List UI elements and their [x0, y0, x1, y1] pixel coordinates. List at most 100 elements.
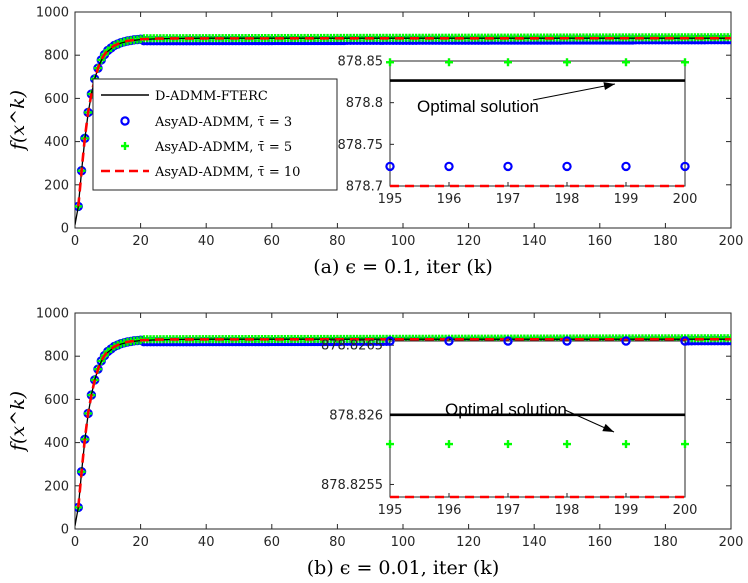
y-tick-label: 800: [44, 49, 69, 64]
legend-entry: D-ADMM-FTERC: [155, 89, 268, 104]
x-tick-label: 180: [653, 234, 678, 249]
inset-x-tick-label: 198: [555, 192, 580, 207]
x-tick-label: 200: [719, 234, 744, 249]
inset-y-tick-label: 878.7: [346, 180, 383, 195]
annotation-text: Optimal solution: [445, 400, 567, 419]
y-tick-label: 200: [44, 479, 69, 494]
inset-x-tick-label: 199: [614, 503, 639, 518]
y-tick-label: 0: [61, 523, 69, 538]
inset-marker-tau5: [386, 440, 394, 449]
x-tick-label: 160: [587, 234, 612, 249]
x-axis-caption: (b) ϵ = 0.01, iter (k): [307, 557, 499, 579]
x-tick-label: 80: [329, 535, 346, 550]
inset-marker-tau5: [504, 58, 512, 67]
annotation-arrow-shaft: [532, 83, 616, 101]
inset-area: [389, 340, 686, 498]
inset-marker-tau5: [622, 58, 630, 67]
y-axis-label: f(x^k): [7, 391, 29, 453]
x-tick-label: 180: [653, 535, 678, 550]
inset-marker-tau3: [621, 161, 631, 172]
inset-plot: 195 196 197 198 199 200 878.8255 878.826 878.826…: [321, 336, 698, 518]
y-tick-label: 600: [44, 393, 69, 408]
y-tick-label: 400: [44, 436, 69, 451]
x-tick-label: 80: [329, 234, 346, 249]
x-tick-label: 60: [264, 234, 281, 249]
x-tick-label: 120: [456, 234, 481, 249]
inset-x-tick-label: 197: [496, 192, 521, 207]
legend-entry: AsyAD-ADMM, τ̄ = 3: [154, 115, 292, 130]
legend-swatch-tau3: [120, 116, 130, 126]
annotation-arrow-head: [602, 423, 614, 432]
inset-marker-tau5: [563, 58, 571, 67]
inset-marker-tau5: [622, 440, 630, 449]
inset-marker-tau3: [385, 336, 395, 346]
inset-y-tick-label: 878.8: [346, 96, 383, 111]
x-tick-label: 0: [71, 535, 79, 550]
inset-y-tick-label: 878.826: [329, 408, 383, 423]
inset-plot: 195 196 197 198 199 200 878.7 878.75 878.8 878.85…: [338, 55, 698, 208]
inset-x-tick-label: 196: [437, 503, 462, 518]
x-tick-label: 0: [71, 234, 79, 249]
x-tick-label: 60: [264, 535, 281, 550]
series-tau10-line: [77, 36, 731, 207]
inset-marker-tau3: [503, 161, 513, 172]
x-axis-caption: (a) ϵ = 0.1, iter (k): [313, 256, 493, 278]
series-tau10-line: [77, 337, 731, 508]
x-tick-label: 140: [522, 535, 547, 550]
inset-marker-tau5: [386, 58, 394, 67]
y-tick-label: 200: [44, 178, 69, 193]
annotation-arrow-head: [603, 82, 615, 91]
inset-y-tick-label: 878.85: [338, 55, 384, 70]
inset-x-tick-label: 200: [673, 503, 698, 518]
inset-marker-tau5: [504, 440, 512, 449]
series-group: [75, 33, 731, 225]
y-tick-label: 1000: [36, 307, 69, 322]
y-tick-label: 1000: [36, 6, 69, 21]
x-tick-label: 200: [719, 535, 744, 550]
inset-marker-tau5: [563, 440, 571, 449]
inset-y-tick-label: 878.8265: [321, 339, 383, 354]
y-tick-label: 800: [44, 350, 69, 365]
inset-x-tick-label: 199: [614, 192, 639, 207]
chart-panel-b: 0 20 40 60 80 100 120 140 160 180 200 0 200 400 600 800…: [7, 307, 743, 580]
inset-marker-tau5: [445, 440, 453, 449]
x-tick-label: 20: [132, 234, 149, 249]
x-tick-label: 160: [587, 535, 612, 550]
x-tick-label: 100: [391, 234, 416, 249]
inset-marker-tau3: [444, 336, 454, 346]
inset-marker-tau3: [562, 336, 572, 346]
x-tick-label: 40: [198, 535, 215, 550]
inset-marker-tau3: [621, 336, 631, 346]
inset-y-tick-label: 878.8255: [321, 478, 383, 493]
series-group: [75, 334, 731, 526]
x-tick-label: 100: [391, 535, 416, 550]
inset-marker-tau3: [444, 161, 454, 172]
x-tick-label: 40: [198, 234, 215, 249]
legend-swatch-tau5: [121, 142, 129, 150]
x-tick-label: 20: [132, 535, 149, 550]
x-tick-label: 120: [456, 535, 481, 550]
inset-x-tick-label: 200: [673, 192, 698, 207]
x-tick-label: 140: [522, 234, 547, 249]
inset-x-tick-label: 197: [496, 503, 521, 518]
legend-entry: AsyAD-ADMM, τ̄ = 5: [154, 140, 292, 155]
annotation-text: Optimal solution: [417, 97, 539, 116]
chart-panel-a: 0 20 40 60 80 100 120 140 160 180 200 0 200 400 600 800…: [7, 6, 743, 279]
y-tick-label: 0: [61, 222, 69, 237]
inset-marker-tau5: [681, 58, 689, 67]
inset-marker-tau3: [562, 161, 572, 172]
inset-y-tick-label: 878.75: [338, 138, 384, 153]
inset-x-tick-label: 195: [378, 503, 403, 518]
y-axis-label: f(x^k): [7, 90, 29, 152]
inset-x-tick-label: 198: [555, 503, 580, 518]
inset-x-tick-label: 196: [437, 192, 462, 207]
inset-marker-tau3: [680, 161, 690, 172]
y-tick-label: 400: [44, 135, 69, 150]
legend-entry: AsyAD-ADMM, τ̄ = 10: [154, 165, 300, 180]
y-tick-label: 600: [44, 92, 69, 107]
inset-marker-tau5: [681, 440, 689, 449]
legend: D-ADMM-FTERC AsyAD-ADMM, τ̄ = 3 AsyAD-ADMM…: [92, 78, 338, 191]
inset-marker-tau3: [680, 336, 690, 346]
inset-marker-tau3: [385, 161, 395, 172]
